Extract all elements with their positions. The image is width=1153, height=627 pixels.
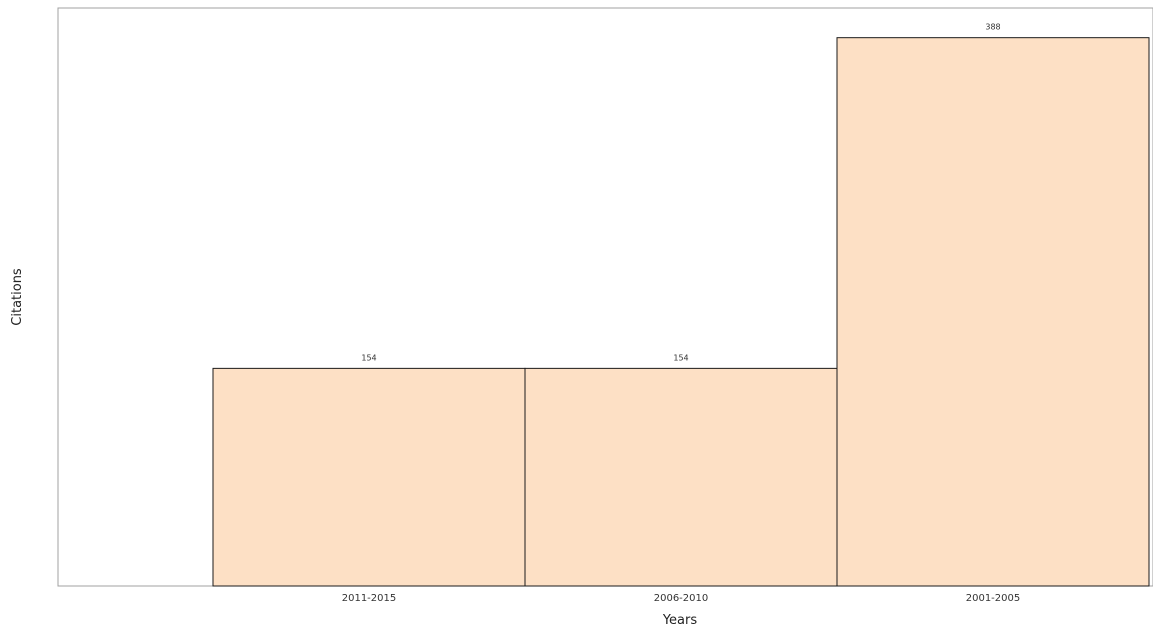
y-axis-title: Citations — [10, 268, 25, 326]
data-label-2001-2005: 388 — [985, 23, 1000, 32]
bars-group — [212, 37, 1150, 587]
x-tick-label-2006-2010: 2006-2010 — [654, 593, 709, 604]
x-tick-label-2001-2005: 2001-2005 — [966, 593, 1021, 604]
plot-area: 154 154 388 2011-2015 2006-2010 2001-2005 — [57, 7, 1153, 604]
data-label-2006-2010: 154 — [673, 353, 688, 362]
bar-2001-2005 — [836, 37, 1150, 587]
x-tick-label-2011-2015: 2011-2015 — [342, 593, 397, 604]
data-label-2011-2015: 154 — [361, 353, 376, 362]
bar-2011-2015 — [212, 367, 526, 587]
x-axis-title: Years — [662, 613, 698, 627]
x-tick-labels-group: 2011-2015 2006-2010 2001-2005 — [342, 593, 1021, 604]
bar-2006-2010 — [524, 367, 838, 587]
data-labels-group: 154 154 388 — [361, 23, 1000, 363]
